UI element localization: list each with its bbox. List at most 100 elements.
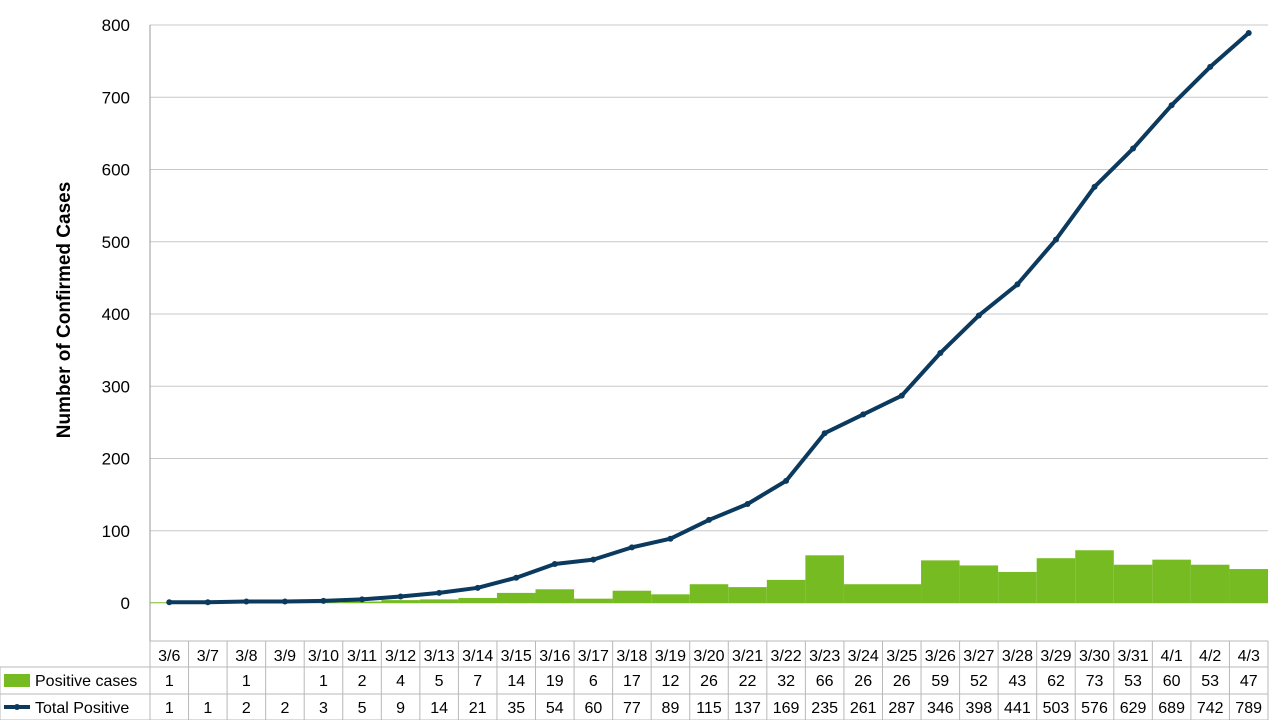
line-point: [1168, 102, 1175, 109]
y-tick-label: 700: [102, 88, 130, 107]
table-value-total-positive: 14: [430, 700, 448, 717]
line-point: [436, 589, 443, 596]
x-tick-label: 4/3: [1238, 648, 1260, 665]
bar: [612, 590, 652, 603]
table-value-positive-cases: 4: [396, 673, 405, 690]
x-tick-label: 3/13: [424, 648, 455, 665]
x-tick-label: 3/24: [848, 648, 879, 665]
table-value-positive-cases: 60: [1163, 673, 1181, 690]
table-value-total-positive: 1: [203, 700, 212, 717]
x-tick-label: 3/7: [197, 648, 219, 665]
line-point: [1130, 145, 1137, 152]
data-table: 3/6 3/7 3/8 3/9 3/10 3/11 3/12 3/13 3/14 3/15 3/16…: [0, 640, 1269, 721]
line-point: [706, 516, 712, 523]
x-tick-label: 3/30: [1079, 648, 1110, 665]
y-axis-title: Number of Confirmed Cases: [54, 182, 75, 439]
x-tick-label: 3/25: [886, 648, 917, 665]
line-point: [551, 560, 558, 567]
line-point: [898, 392, 905, 399]
bar: [1229, 569, 1268, 603]
bar: [1113, 564, 1153, 603]
table-value-positive-cases: 6: [589, 673, 598, 690]
x-tick-label: 3/14: [462, 648, 493, 665]
line-point: [821, 430, 828, 437]
line-point: [1091, 183, 1098, 190]
table-value-total-positive: 169: [773, 700, 800, 717]
bar: [766, 579, 806, 603]
line-point: [204, 599, 211, 606]
x-tick-label: 3/12: [385, 648, 416, 665]
x-tick-label: 3/11: [347, 648, 377, 665]
line-point: [513, 574, 520, 581]
line-point: [320, 597, 327, 604]
x-tick-label: 3/23: [809, 648, 840, 665]
table-value-positive-cases: 47: [1240, 673, 1258, 690]
table-value-total-positive: 629: [1120, 700, 1147, 717]
bar: [998, 571, 1037, 603]
table-value-total-positive: 689: [1158, 700, 1185, 717]
table-value-total-positive: 398: [966, 700, 993, 717]
table-value-total-positive: 54: [546, 700, 564, 717]
grid-layer: [150, 24, 1268, 604]
bar: [921, 560, 960, 603]
table-value-positive-cases: 12: [662, 673, 680, 690]
y-tick-label: 600: [102, 161, 130, 180]
table-value-positive-cases: 66: [816, 673, 834, 690]
line-point: [628, 544, 635, 551]
x-tick-label: 3/10: [308, 648, 339, 665]
line-point: [860, 411, 867, 418]
axis-layer: Number of Confirmed Cases 0 100 200 300 400 5…: [54, 16, 151, 643]
table-value-total-positive: 503: [1043, 700, 1070, 717]
table-value-total-positive: 3: [319, 700, 328, 717]
y-tick-label: 0: [121, 594, 130, 613]
table-value-total-positive: 287: [888, 700, 915, 717]
bar: [843, 584, 883, 603]
table-value-positive-cases: 22: [739, 673, 757, 690]
bar: [419, 599, 459, 603]
table-value-positive-cases: 1: [165, 673, 174, 690]
table-value-positive-cases: 19: [546, 673, 564, 690]
table-value-positive-cases: 53: [1201, 673, 1219, 690]
table-value-positive-cases: 32: [777, 673, 795, 690]
x-tick-label: 3/17: [578, 648, 609, 665]
line-point: [166, 599, 173, 606]
bar: [728, 587, 767, 603]
x-tick-label: 3/21: [732, 648, 763, 665]
x-tick-label: 3/28: [1002, 648, 1033, 665]
table-value-total-positive: 576: [1081, 700, 1108, 717]
x-tick-label: 3/19: [655, 648, 686, 665]
bar: [535, 589, 575, 603]
legend-label-positive-cases: Positive cases: [35, 673, 137, 690]
x-tick-label: 3/31: [1117, 648, 1148, 665]
bar: [882, 584, 922, 603]
table-value-total-positive: 1: [165, 700, 174, 717]
table-value-positive-cases: 26: [893, 673, 911, 690]
table-value-total-positive: 60: [584, 700, 602, 717]
y-tick-label: 200: [102, 450, 130, 469]
line-point: [744, 501, 751, 508]
table-value-total-positive: 35: [507, 700, 525, 717]
table-value-total-positive: 261: [850, 700, 877, 717]
legend-label-total-positive: Total Positive: [35, 700, 129, 717]
y-tick-label: 100: [102, 522, 130, 541]
line-point: [937, 350, 944, 357]
bar: [1152, 559, 1191, 603]
y-tick-label: 300: [102, 377, 130, 396]
line-point: [667, 535, 674, 542]
line-point: [783, 477, 790, 484]
bar: [496, 592, 536, 603]
x-tick-label: 3/8: [235, 648, 257, 665]
bar: [689, 584, 729, 603]
table-value-total-positive: 77: [623, 700, 641, 717]
table-value-total-positive: 2: [242, 700, 251, 717]
table-value-positive-cases: 14: [507, 673, 525, 690]
bar: [1075, 550, 1114, 603]
table-value-positive-cases: 52: [970, 673, 988, 690]
legend-marker: [14, 704, 20, 710]
y-tick-label: 400: [102, 305, 130, 324]
table-value-total-positive: 441: [1004, 700, 1031, 717]
table-value-positive-cases: 5: [435, 673, 444, 690]
table-value-total-positive: 2: [280, 700, 289, 717]
x-tick-label: 3/22: [771, 648, 802, 665]
